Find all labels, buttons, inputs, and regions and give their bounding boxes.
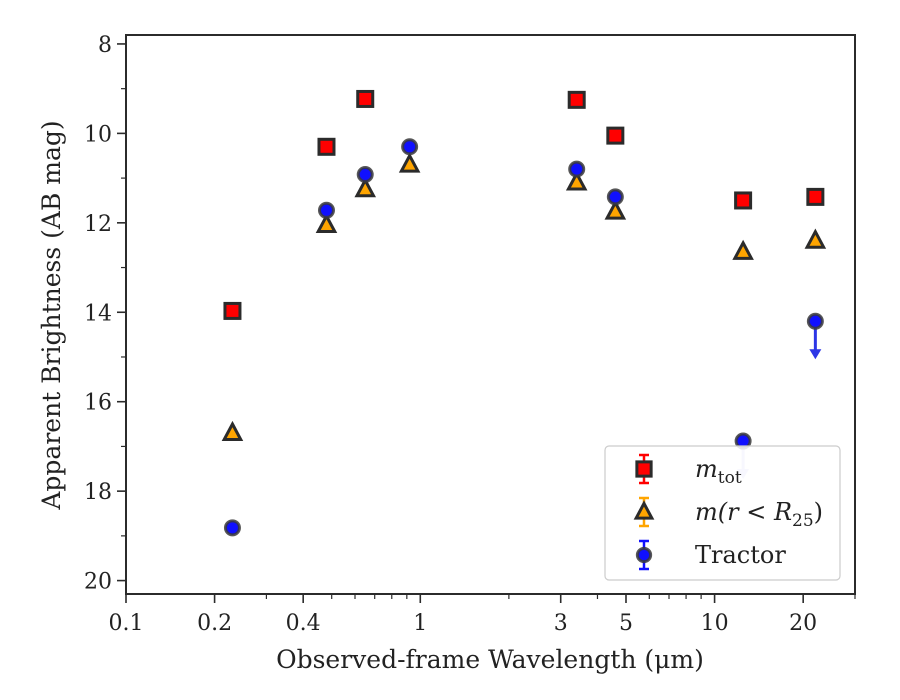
triangle-point [804, 228, 827, 249]
square-point [567, 90, 586, 109]
x-tick-label: 1 [413, 611, 427, 636]
triangle-point [221, 420, 244, 441]
x-tick-label: 10 [701, 611, 729, 636]
square-point [317, 137, 336, 156]
legend-triangle-marker [633, 500, 655, 520]
circle-point [317, 201, 335, 219]
series-square [223, 89, 825, 320]
y-tick-label: 14 [84, 301, 112, 326]
legend-box [604, 445, 841, 581]
y-tick-label: 12 [84, 212, 112, 237]
legend-label: mtot [695, 455, 742, 488]
series-triangle [221, 152, 827, 441]
square-point [223, 301, 242, 320]
x-tick-label: 0.4 [286, 611, 321, 636]
y-tick-label: 10 [84, 122, 112, 147]
circle-point [806, 312, 824, 330]
square-point [734, 191, 753, 210]
circle-point [401, 138, 419, 156]
upper-limit-arrowhead [809, 349, 822, 360]
x-axis-label: Observed-frame Wavelength (μm) [276, 645, 704, 674]
legend-label: m(r < R25) [695, 498, 823, 531]
circle-point [568, 160, 586, 178]
triangle-point [398, 152, 421, 173]
x-tick-label: 5 [619, 611, 633, 636]
x-tick-label: 0.1 [109, 611, 144, 636]
x-tick-label: 20 [789, 611, 817, 636]
x-tick-label: 0.2 [197, 611, 232, 636]
y-axis-label: Apparent Brightness (AB mag) [37, 120, 66, 510]
circle-point [356, 166, 374, 184]
series-circle [223, 138, 824, 537]
square-point [606, 126, 625, 145]
y-tick-label: 8 [98, 33, 112, 58]
square-point [806, 187, 825, 206]
triangle-point [354, 177, 377, 198]
y-tick-label: 16 [84, 391, 112, 416]
triangle-point [604, 199, 627, 220]
triangle-point [732, 239, 754, 260]
circle-point [606, 188, 624, 206]
legend-label: Tractor [695, 541, 786, 569]
x-tick-label: 3 [554, 611, 568, 636]
square-point [356, 89, 375, 108]
legend-circle-marker [635, 546, 653, 564]
y-tick-label: 20 [84, 570, 112, 595]
triangle-point [315, 212, 338, 234]
legend-square-marker [635, 460, 653, 478]
circle-point [223, 519, 241, 537]
triangle-point [565, 170, 588, 191]
y-tick-label: 18 [84, 480, 112, 505]
plot-frame [125, 34, 856, 595]
